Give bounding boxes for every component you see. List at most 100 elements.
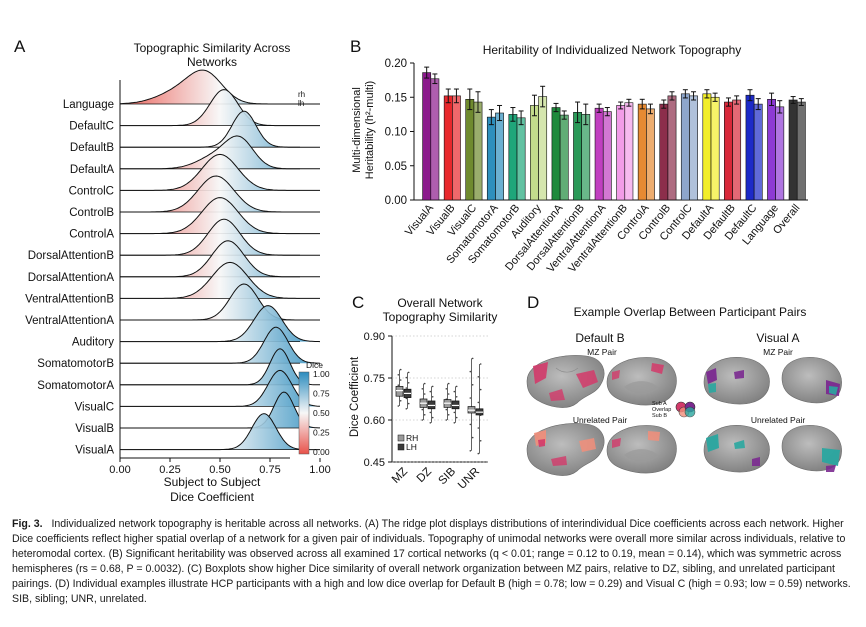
ridge-plot: Language DefaultC DefaultB DefaultA ControlC… <box>25 69 321 457</box>
ridge-fill <box>120 370 320 407</box>
colorbar-tick-label: 1.00 <box>313 369 330 379</box>
box-point <box>453 411 456 414</box>
box-point <box>423 414 426 416</box>
bar <box>602 111 612 201</box>
bar <box>581 114 591 201</box>
bar <box>667 95 677 201</box>
bar <box>710 96 720 201</box>
box-point <box>479 363 482 365</box>
ridge-fill <box>120 219 320 256</box>
ridge-fill <box>120 70 320 104</box>
box-point <box>447 414 450 416</box>
ridge-x-axis: 0.00 0.25 0.50 0.75 1.00 <box>109 80 331 476</box>
bar-y-tick-label: 0.10 <box>385 127 407 139</box>
box-point <box>455 396 458 398</box>
panel-d-col2-title: Visual A <box>756 331 799 345</box>
ridge-fill <box>120 89 320 126</box>
ridge-label: DefaultC <box>69 121 114 133</box>
bar <box>452 95 461 201</box>
bar-y-tick-label: 0.15 <box>385 92 407 104</box>
bar <box>486 116 496 201</box>
box-point <box>445 419 448 421</box>
bar <box>767 99 776 201</box>
bar <box>508 114 518 201</box>
bar <box>788 99 798 201</box>
colorbar-title: Dice <box>306 360 323 370</box>
box-y-tick-label: 0.90 <box>364 331 385 343</box>
bar <box>732 99 742 201</box>
bar <box>637 103 647 201</box>
box-point <box>429 422 432 424</box>
ridge-fill <box>120 154 320 191</box>
ridge-hemi-lh: lh <box>298 99 304 108</box>
bar-y-tick-label: 0.20 <box>385 58 407 70</box>
bar <box>745 94 755 201</box>
unrelated-pair-label-1: Unrelated Pair <box>573 415 628 425</box>
bar <box>646 108 655 201</box>
box-legend-swatch <box>397 434 405 442</box>
box-point <box>399 368 402 371</box>
bar <box>516 117 526 201</box>
ridge-fill <box>120 176 320 212</box>
colorbar-tick-label: 0.00 <box>313 447 330 457</box>
box-point <box>405 408 408 410</box>
bar <box>680 93 690 201</box>
ridge-x-tick-label: 0.50 <box>209 464 230 476</box>
box-point <box>405 376 408 379</box>
box-point <box>407 371 410 374</box>
bar <box>624 102 634 201</box>
box <box>395 386 404 397</box>
caption-label: Fig. 3. <box>12 518 43 530</box>
bar <box>538 96 548 201</box>
mz-pair-label-1: MZ Pair <box>587 347 617 357</box>
brain-defaultb-unrelated-medial <box>606 425 677 474</box>
ridge-fill <box>120 240 320 277</box>
ridge-xlabel-line1: Subject to Subject <box>164 475 261 489</box>
ridge-x-tick-label: 0.25 <box>159 464 180 476</box>
ridge-label: DorsalAttentionB <box>28 250 115 262</box>
box-point <box>405 397 408 400</box>
bar <box>473 101 483 201</box>
box-legend-label: RH <box>406 433 418 443</box>
bar <box>422 72 432 201</box>
box-y-tick-label: 0.45 <box>364 457 385 469</box>
box-point <box>405 387 408 389</box>
panel-d-letter: D <box>527 293 539 312</box>
ridge-xlabel-line2: Dice Coefficient <box>170 490 254 504</box>
bar <box>465 99 475 201</box>
box-point <box>455 416 458 419</box>
box-legend-label: LH <box>406 442 417 452</box>
bar <box>530 105 539 201</box>
brain-visuala-mz-medial <box>781 357 842 404</box>
box-point <box>431 396 434 398</box>
bar <box>724 101 733 201</box>
panel-b-title: Heritability of Individualized Network T… <box>483 43 742 57</box>
ridge-fill <box>120 197 320 234</box>
panel-d-col1-title: Default B <box>575 331 624 345</box>
box-point <box>469 423 472 426</box>
ridge-label: ControlC <box>69 185 114 197</box>
panel-d: D Example Overlap Between Participant Pa… <box>526 293 842 476</box>
panel-a: A Topographic Similarity Across Networks… <box>14 37 331 504</box>
box-point <box>469 397 472 399</box>
box-point <box>429 390 432 393</box>
ridge-label: SomatomotorA <box>37 380 114 392</box>
brain-defaultb-unrelated-lateral <box>526 423 605 476</box>
panel-b-ylabel-line1: Multi-dimensional <box>351 87 363 173</box>
box-point <box>477 376 480 378</box>
brain-visuala-mz-lateral <box>703 357 770 405</box>
bar <box>753 103 763 201</box>
box-point <box>431 385 434 388</box>
box-point <box>477 452 480 455</box>
heritability-bar-chart: 0.000.050.100.150.20VisualAVisualBVisual… <box>385 58 808 275</box>
panel-b-ylabel-line2: Heritability (h²-multi) <box>364 81 376 179</box>
ridge-x-tick-label: 0.75 <box>259 464 280 476</box>
box-point <box>399 379 402 381</box>
mz-pair-label-2: MZ Pair <box>763 347 793 357</box>
brain-visuala-unrelated-lateral <box>703 425 770 473</box>
panel-a-title-line1: Topographic Similarity Across <box>134 41 291 55</box>
box-category-label: MZ <box>390 466 410 486</box>
box-point <box>469 450 472 452</box>
brain-visuala-unrelated-medial <box>781 425 842 472</box>
panel-c: C Overall Network Topography Similarity … <box>349 293 497 492</box>
